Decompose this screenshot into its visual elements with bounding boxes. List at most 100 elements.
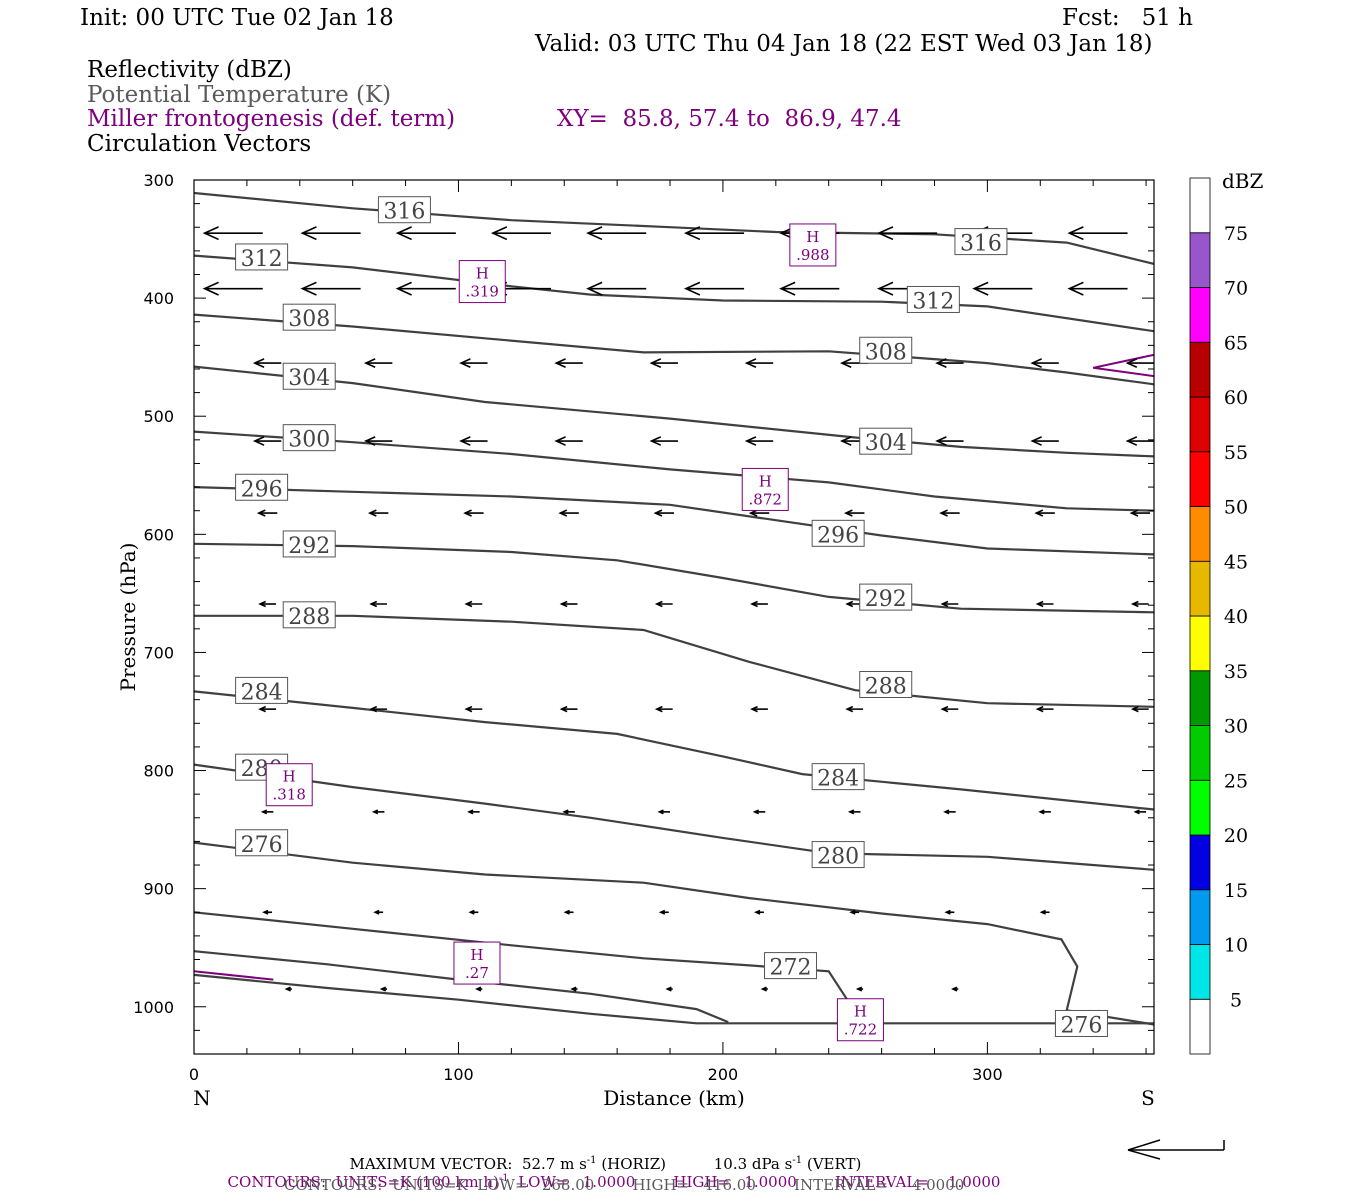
svg-text:316: 316 — [383, 200, 425, 225]
forecast-hour: Fcst: 51 h — [1062, 5, 1193, 31]
circulation-vector — [649, 436, 678, 446]
circulation-vector — [779, 281, 840, 296]
svg-text:.318: .318 — [273, 786, 306, 804]
circulation-vector — [369, 705, 388, 713]
circulation-vector — [845, 705, 864, 713]
circulation-vector — [464, 705, 483, 713]
svg-text:308: 308 — [865, 340, 907, 365]
isentrope-label: 316 — [954, 228, 1008, 257]
y-tick-label: 300 — [143, 171, 174, 190]
circulation-vector — [649, 358, 678, 368]
svg-text:292: 292 — [865, 587, 907, 612]
circulation-vector — [653, 509, 674, 517]
circulation-vector — [459, 358, 488, 368]
colorbar-swatch — [1189, 670, 1211, 726]
svg-text:H: H — [854, 1003, 867, 1021]
plot-layer: 3163163123123083083043043002962962922922… — [194, 191, 1154, 1042]
isentrope-272 — [194, 911, 849, 1026]
circulation-vector — [559, 600, 578, 608]
colorbar-level-label: 65 — [1224, 332, 1248, 354]
circulation-vector — [554, 436, 583, 446]
circulation-vector — [1067, 226, 1128, 241]
circulation-vector — [463, 509, 484, 517]
isentrope-label: 272 — [764, 952, 818, 981]
colorbar-swatch — [1189, 177, 1211, 234]
isentrope-264 — [194, 973, 1154, 1025]
colorbar-level-label: 15 — [1224, 880, 1248, 902]
colorbar-level-label: 25 — [1224, 770, 1248, 792]
circulation-vector — [750, 705, 768, 713]
isentrope-label: 296 — [811, 519, 865, 548]
valid-time: Valid: 03 UTC Thu 04 Jan 18 (22 EST Wed … — [535, 31, 1153, 57]
circulation-vector — [559, 705, 578, 713]
circulation-vector — [843, 509, 865, 517]
frontogenesis-contour — [194, 970, 274, 981]
svg-text:.27: .27 — [465, 964, 489, 982]
circulation-vector — [371, 809, 385, 815]
isentrope-label: 284 — [811, 763, 865, 792]
frontogenesis-contour — [1092, 353, 1154, 369]
circulation-vector — [459, 436, 488, 446]
frontogenesis-maximum: H.318 — [265, 763, 313, 807]
circulation-vector — [252, 436, 282, 446]
circulation-vector — [683, 226, 745, 241]
circulation-vector — [586, 281, 647, 296]
colorbar-level-label: 35 — [1224, 661, 1248, 683]
max-vector-horizontal: 52.7 m s — [521, 1155, 587, 1173]
isentrope-308 — [194, 313, 1154, 386]
isentrope-312 — [194, 254, 1154, 333]
plot-frame — [193, 179, 1155, 1055]
circulation-vector — [256, 509, 278, 517]
circulation-vector — [654, 600, 673, 608]
isentrope-276 — [194, 841, 1154, 1026]
circulation-vector — [363, 358, 393, 368]
isentrope-288 — [194, 614, 1154, 708]
circulation-vector — [744, 358, 774, 368]
circulation-vector — [1035, 600, 1054, 608]
circulation-vector — [1034, 509, 1055, 517]
circulation-vector — [1130, 600, 1149, 608]
circulation-vector — [1067, 281, 1128, 296]
x-tick-label: 0 — [189, 1065, 199, 1084]
circulation-vector — [1129, 509, 1151, 517]
svg-text:H: H — [476, 265, 489, 283]
svg-text:296: 296 — [241, 477, 283, 502]
circulation-vector — [744, 436, 774, 446]
init-time: Init: 00 UTC Tue 02 Jan 18 — [80, 5, 394, 31]
svg-text:312: 312 — [241, 247, 283, 272]
circulation-vector — [1125, 358, 1154, 368]
y-tick-label: 400 — [143, 289, 174, 308]
circulation-vector — [490, 226, 552, 241]
max-vector-vertical: 10.3 dPa s — [713, 1155, 793, 1173]
x-tick-label: 200 — [708, 1065, 739, 1084]
circulation-vector — [570, 986, 578, 992]
colorbar-level-label: 5 — [1230, 989, 1242, 1011]
colorbar-level-label: 40 — [1224, 606, 1248, 628]
max-vector-line: MAXIMUM VECTOR: 52.7 m s-1 (HORIZ) 10.3 … — [349, 1155, 862, 1173]
isentrope-label: 300 — [282, 424, 336, 453]
circulation-vector — [943, 809, 956, 815]
circulation-vector — [935, 436, 964, 446]
field-circulation-vectors: Circulation Vectors — [87, 131, 312, 157]
x-axis-title: Distance (km) — [603, 1086, 745, 1110]
circulation-vector — [563, 909, 574, 915]
circulation-vector — [877, 226, 938, 241]
frontogenesis-maximum: H.319 — [458, 260, 506, 304]
y-tick-label: 500 — [143, 407, 174, 426]
colorbar-swatch — [1189, 889, 1211, 945]
circulation-vector — [752, 809, 766, 815]
colorbar: 5 10 15 20 25 30 35 40 45 50 55 60 65 70 75 — [1189, 177, 1248, 1055]
circulation-vector — [940, 600, 959, 608]
circulation-vector — [944, 909, 955, 915]
svg-text:.872: .872 — [749, 490, 782, 508]
isentrope-304 — [194, 365, 1154, 458]
x-start-label: N — [193, 1086, 211, 1110]
circulation-vector — [951, 986, 959, 992]
isentrope-300 — [194, 430, 1154, 512]
isentrope-label: 316 — [377, 196, 431, 225]
colorbar-level-label: 60 — [1224, 387, 1248, 409]
colorbar-level-label: 45 — [1224, 551, 1248, 573]
colorbar-swatch — [1189, 779, 1211, 836]
circulation-vector — [395, 226, 456, 241]
